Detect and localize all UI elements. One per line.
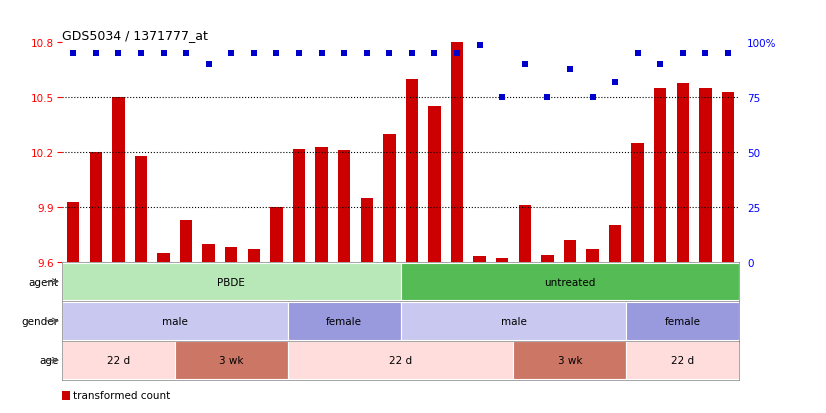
Point	[202, 62, 216, 69]
Point	[270, 51, 283, 58]
Bar	[316, 147, 328, 262]
Point	[112, 51, 125, 58]
Text: 3 wk: 3 wk	[219, 355, 244, 366]
Bar	[473, 257, 486, 262]
Text: 22 d: 22 d	[389, 355, 412, 366]
Point	[315, 51, 328, 58]
Point	[496, 95, 509, 102]
Point	[541, 95, 554, 102]
Bar	[654, 89, 667, 262]
Text: agent: agent	[28, 277, 59, 287]
Bar	[89, 153, 102, 262]
Bar	[270, 207, 282, 262]
Text: PBDE: PBDE	[217, 277, 245, 287]
Bar	[428, 107, 441, 262]
Point	[518, 62, 531, 69]
Bar	[496, 259, 509, 262]
Point	[179, 51, 192, 58]
Point	[67, 51, 80, 58]
Text: transformed count: transformed count	[73, 390, 170, 400]
Bar	[519, 206, 531, 262]
Bar	[360, 198, 373, 262]
Bar	[135, 157, 147, 262]
Bar	[401, 302, 626, 340]
Text: gender: gender	[21, 316, 59, 326]
Text: female: female	[665, 316, 700, 326]
Text: female: female	[326, 316, 362, 326]
Bar	[62, 342, 175, 379]
Point	[247, 51, 260, 58]
Point	[89, 51, 102, 58]
Point	[157, 51, 170, 58]
Bar	[451, 43, 463, 262]
Point	[609, 79, 622, 86]
Point	[563, 66, 577, 73]
Bar	[338, 151, 350, 262]
Point	[721, 51, 734, 58]
Bar	[287, 342, 514, 379]
Bar	[112, 98, 125, 262]
Bar	[62, 263, 401, 301]
Bar	[586, 249, 599, 262]
Bar	[676, 83, 689, 262]
Point	[338, 51, 351, 58]
Bar	[514, 342, 626, 379]
Point	[653, 62, 667, 69]
Point	[699, 51, 712, 58]
Text: male: male	[162, 316, 188, 326]
Point	[135, 51, 148, 58]
Bar	[62, 302, 287, 340]
Bar	[225, 248, 238, 262]
Point	[676, 51, 690, 58]
Text: 22 d: 22 d	[107, 355, 130, 366]
Text: male: male	[501, 316, 526, 326]
Bar	[180, 220, 192, 262]
Point	[428, 51, 441, 58]
Bar	[722, 93, 734, 262]
Point	[473, 42, 487, 49]
Point	[631, 51, 644, 58]
Bar	[609, 226, 621, 262]
Bar	[248, 249, 260, 262]
Bar	[626, 302, 739, 340]
Bar	[292, 149, 306, 262]
Point	[406, 51, 419, 58]
Point	[360, 51, 373, 58]
Text: 3 wk: 3 wk	[558, 355, 582, 366]
Bar	[67, 202, 79, 262]
Point	[450, 51, 463, 58]
Bar	[631, 144, 644, 262]
Bar	[541, 255, 553, 262]
Text: untreated: untreated	[544, 277, 596, 287]
Bar	[157, 253, 170, 262]
Text: 22 d: 22 d	[672, 355, 695, 366]
Bar	[175, 342, 287, 379]
Bar	[626, 342, 739, 379]
Bar	[563, 240, 577, 262]
Point	[382, 51, 396, 58]
Bar	[401, 263, 739, 301]
Bar	[202, 244, 215, 262]
Bar	[287, 302, 401, 340]
Point	[292, 51, 306, 58]
Text: age: age	[39, 355, 59, 366]
Bar	[699, 89, 712, 262]
Point	[586, 95, 599, 102]
Point	[225, 51, 238, 58]
Bar	[406, 80, 418, 262]
Bar	[383, 135, 396, 262]
Text: GDS5034 / 1371777_at: GDS5034 / 1371777_at	[62, 29, 208, 42]
